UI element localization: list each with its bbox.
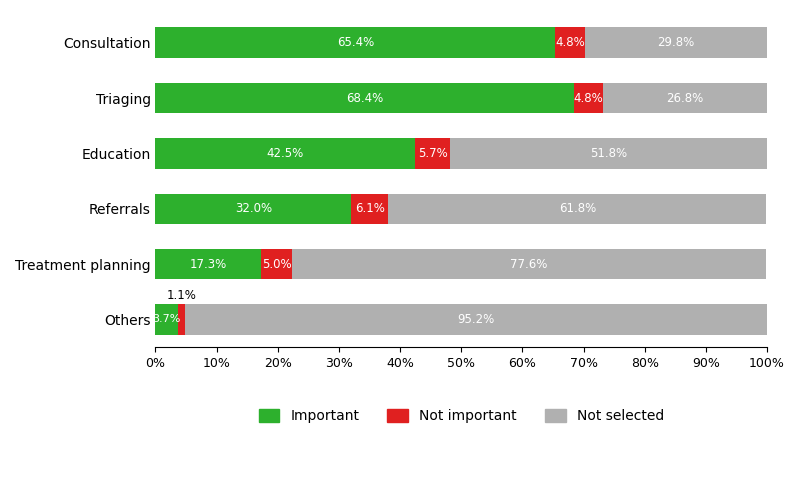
Bar [292,249,766,279]
Text: 3.7%: 3.7% [153,315,181,324]
Text: 4.8%: 4.8% [555,36,585,49]
Bar [574,83,603,113]
Bar [351,194,389,224]
Bar [178,304,185,335]
Text: 26.8%: 26.8% [666,92,704,104]
Text: 17.3%: 17.3% [190,258,227,270]
Text: 5.0%: 5.0% [262,258,291,270]
Bar [155,304,178,335]
Text: 5.7%: 5.7% [418,147,448,160]
Text: 95.2%: 95.2% [458,313,494,326]
Text: 61.8%: 61.8% [559,202,596,215]
Text: 32.0%: 32.0% [234,202,272,215]
Bar [450,138,767,169]
Bar [155,194,351,224]
Text: 29.8%: 29.8% [658,36,694,49]
Text: 68.4%: 68.4% [346,92,383,104]
Bar [155,249,262,279]
Text: 42.5%: 42.5% [267,147,304,160]
Text: 77.6%: 77.6% [510,258,548,270]
Bar [155,138,415,169]
Bar [603,83,767,113]
Text: 51.8%: 51.8% [590,147,627,160]
Bar [155,27,555,58]
Bar [262,249,292,279]
Bar [555,27,585,58]
Text: 6.1%: 6.1% [355,202,385,215]
Bar [185,304,767,335]
Text: 65.4%: 65.4% [337,36,374,49]
Text: 4.8%: 4.8% [574,92,603,104]
Bar [389,194,766,224]
Legend: Important, Not important, Not selected: Important, Not important, Not selected [253,404,670,429]
Text: 1.1%: 1.1% [166,289,197,302]
Bar [155,83,574,113]
Bar [585,27,767,58]
Bar [415,138,450,169]
